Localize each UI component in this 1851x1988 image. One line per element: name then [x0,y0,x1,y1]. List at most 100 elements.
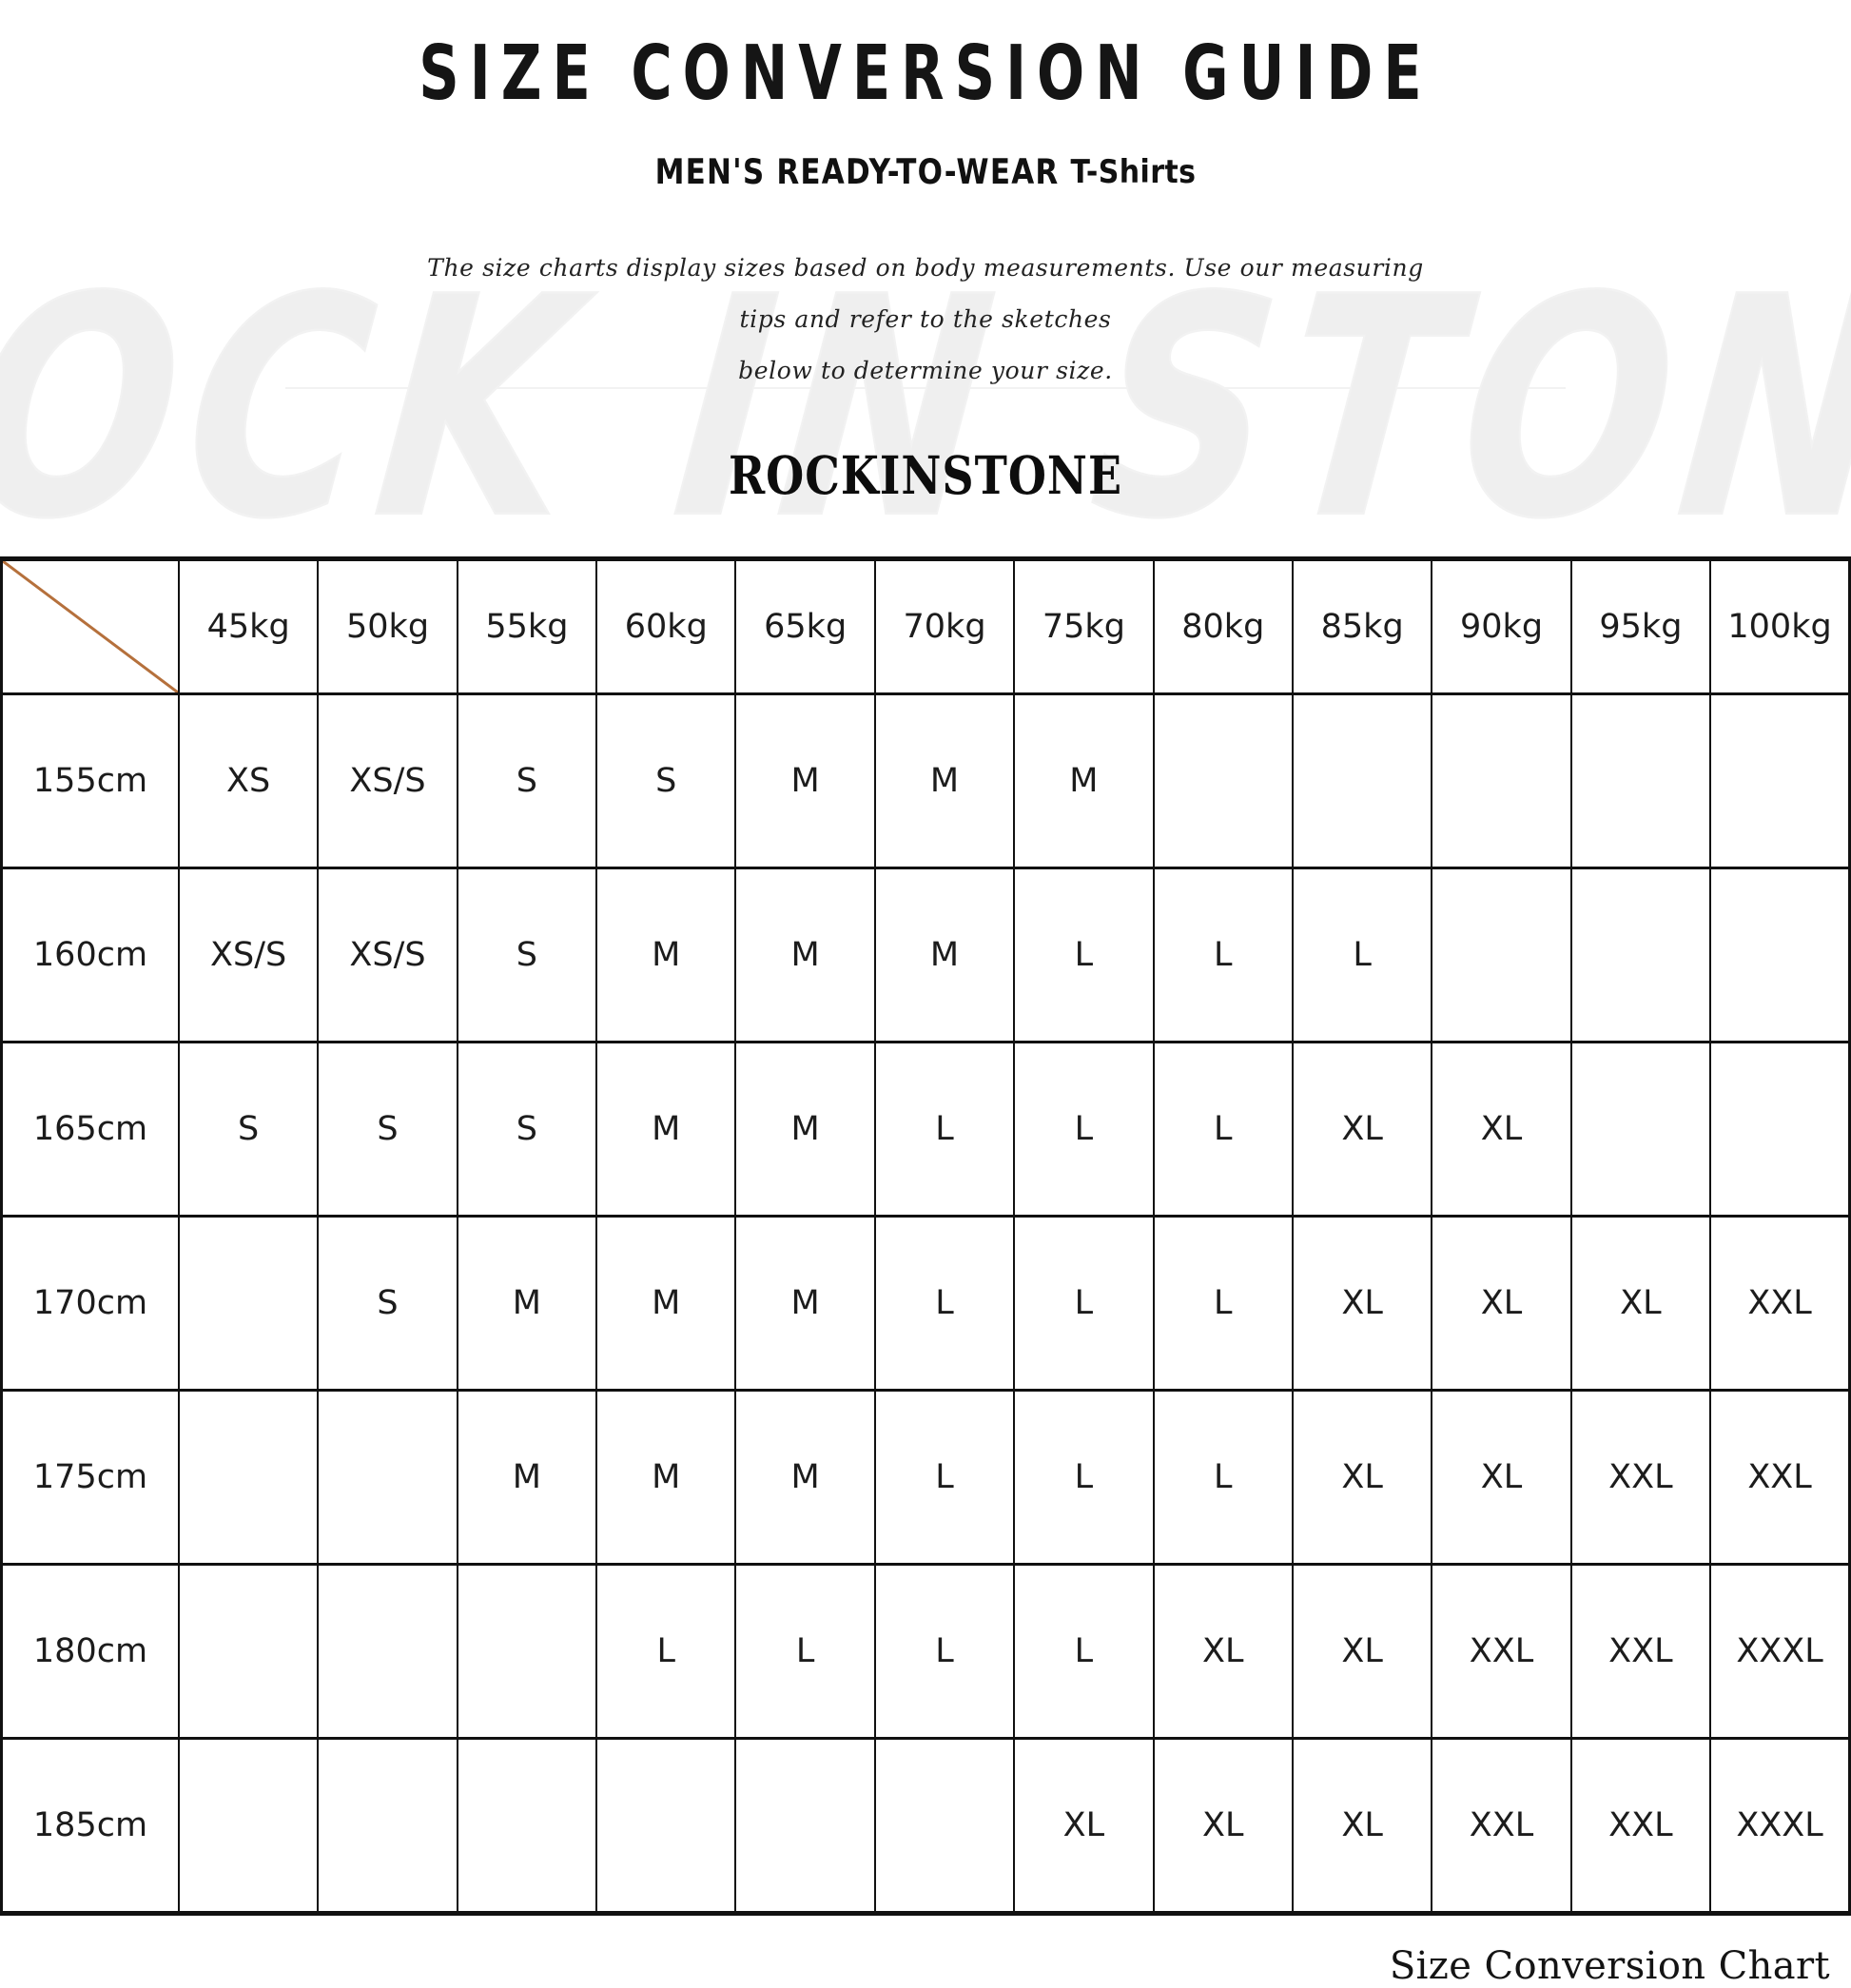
size-cell: S [456,1041,598,1218]
size-cell: S [317,1215,458,1392]
page-title: SIZE CONVERSION GUIDE [419,28,1432,117]
table-row: 165cm S S S M M L L L XL XL [0,1041,1851,1218]
table-header-row: 45kg 50kg 55kg 60kg 65kg 70kg 75kg 80kg 85kg 90kg… [0,558,1851,695]
size-cell: M [734,1041,876,1218]
size-cell: XS/S [177,867,320,1043]
size-table-container: 45kg 50kg 55kg 60kg 65kg 70kg 75kg 80kg 85kg 90kg… [0,556,1851,1916]
size-cell: L [873,1041,1016,1218]
description-text: The size charts display sizes based on b… [402,243,1449,397]
size-cell: M [873,867,1016,1043]
size-cell: M [734,1389,876,1566]
size-cell: M [456,1215,598,1392]
size-cell: S [177,1041,320,1218]
size-cell: L [1013,1041,1155,1218]
size-cell: M [1013,692,1155,869]
size-cell-empty [317,1563,458,1740]
weight-column-header: 80kg [1152,558,1294,695]
weight-column-header: 60kg [595,558,737,695]
description-line-2: below to determine your size. [738,357,1113,384]
size-table-body: 45kg 50kg 55kg 60kg 65kg 70kg 75kg 80kg 85kg 90kg… [0,558,1851,1915]
size-cell: S [595,692,737,869]
size-cell: XXL [1569,1737,1712,1915]
weight-column-header: 90kg [1431,558,1572,695]
size-cell-empty [595,1737,737,1915]
size-cell-empty [1709,692,1851,869]
size-cell: XXL [1569,1563,1712,1740]
weight-column-header: 70kg [873,558,1016,695]
size-cell: L [873,1215,1016,1392]
size-cell: M [595,1389,737,1566]
size-cell: L [595,1563,737,1740]
size-cell-empty [1569,692,1712,869]
subtitle-category: MEN'S READY-TO-WEAR [654,151,1060,193]
weight-column-header: 45kg [177,558,320,695]
size-cell: S [456,692,598,869]
size-cell-empty [317,1737,458,1915]
table-row: 160cm XS/S XS/S S M M M L L L [0,867,1851,1043]
size-cell: L [1152,1389,1294,1566]
size-cell: XXL [1431,1737,1572,1915]
size-cell-empty [1709,867,1851,1043]
size-cell: XL [1431,1041,1572,1218]
size-cell: L [1013,867,1155,1043]
size-cell-empty [177,1215,320,1392]
height-row-header: 160cm [0,867,180,1043]
size-cell: M [595,1215,737,1392]
weight-column-header: 55kg [456,558,598,695]
size-cell: XXL [1709,1215,1851,1392]
size-cell: XL [1291,1737,1433,1915]
size-cell: M [734,1215,876,1392]
size-cell: XS/S [317,692,458,869]
size-cell-empty [177,1563,320,1740]
size-cell-empty [317,1389,458,1566]
size-cell: L [1152,1041,1294,1218]
size-cell: XXL [1431,1563,1572,1740]
size-cell: L [1013,1215,1155,1392]
size-cell: XL [1431,1215,1572,1392]
size-cell: L [1152,867,1294,1043]
size-cell-empty [873,1737,1016,1915]
size-cell-empty [1569,1041,1712,1218]
weight-column-header: 75kg [1013,558,1155,695]
description-line-1: The size charts display sizes based on b… [427,254,1424,333]
weight-column-header: 100kg [1709,558,1851,695]
size-cell: M [734,692,876,869]
size-cell-empty [734,1737,876,1915]
size-cell-empty [1152,692,1294,869]
size-cell: XS/S [317,867,458,1043]
size-cell: XL [1152,1737,1294,1915]
size-cell: M [734,867,876,1043]
weight-column-header: 65kg [734,558,876,695]
weight-column-header: 85kg [1291,558,1433,695]
table-row: 175cm M M M L L L XL XL XXL XXL [0,1389,1851,1566]
size-cell-empty [1291,692,1433,869]
size-cell: L [1152,1215,1294,1392]
size-cell-empty [177,1737,320,1915]
size-cell: S [456,867,598,1043]
size-cell-empty [456,1737,598,1915]
table-row: 155cm XS XS/S S S M M M [0,692,1851,869]
table-row: 185cm XL XL XL XXL XXL XXXL [0,1737,1851,1915]
size-cell: L [734,1563,876,1740]
size-cell-empty [1569,867,1712,1043]
size-cell: M [595,867,737,1043]
weight-column-header: 50kg [317,558,458,695]
size-cell-empty [1709,1041,1851,1218]
size-cell: S [317,1041,458,1218]
size-cell: L [1291,867,1433,1043]
subtitle-garment: T-Shirts [1070,153,1197,192]
size-cell: L [873,1563,1016,1740]
size-cell: XL [1291,1563,1433,1740]
subtitle: MEN'S READY-TO-WEAR T-Shirts [0,151,1851,193]
size-cell: L [1013,1563,1155,1740]
size-cell-empty [1431,867,1572,1043]
size-cell: L [1013,1389,1155,1566]
size-cell: XL [1431,1389,1572,1566]
size-cell: XL [1152,1563,1294,1740]
size-cell: M [456,1389,598,1566]
size-cell-empty [456,1563,598,1740]
size-cell: M [595,1041,737,1218]
size-cell: XXXL [1709,1563,1851,1740]
size-cell: XXL [1569,1389,1712,1566]
table-row: 170cm S M M M L L L XL XL XL XXL [0,1215,1851,1392]
